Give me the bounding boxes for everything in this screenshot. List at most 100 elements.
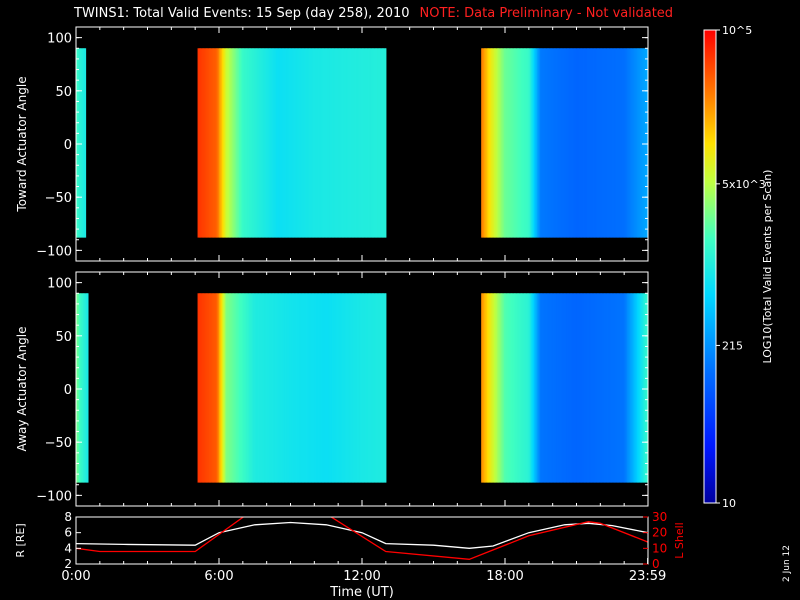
heatmap-cell [208, 48, 212, 238]
heatmap-cell [241, 48, 244, 238]
heatmap-cell [564, 293, 567, 483]
heatmap-cell [219, 293, 222, 483]
heatmap-cell [226, 293, 229, 483]
heatmap-cell [542, 48, 545, 238]
heatmap-cell [327, 293, 330, 483]
heatmap-cell [301, 48, 304, 238]
heatmap-cell [211, 293, 214, 483]
heatmap-cell [314, 48, 317, 238]
heatmap-cell [220, 293, 223, 483]
heatmap-cell [638, 293, 641, 483]
heatmap-cell [505, 48, 508, 238]
heatmap-cell [243, 293, 246, 483]
heatmap-cell [618, 48, 621, 238]
heatmap-cell [634, 293, 637, 483]
heatmap-cell [571, 48, 574, 238]
heatmap-cell [617, 48, 620, 238]
heatmap-cell [552, 293, 555, 483]
heatmap-cell [492, 293, 495, 483]
heatmap-cell [299, 293, 302, 483]
preliminary-note: NOTE: Data Preliminary - Not validated [419, 6, 674, 21]
heatmap-cell [343, 48, 346, 238]
heatmap-cell [317, 293, 320, 483]
heatmap-cell [568, 293, 571, 483]
heatmap-cell [508, 293, 511, 483]
heatmap-cell [558, 48, 561, 238]
heatmap-cell [486, 293, 489, 483]
heatmap-cell [522, 48, 525, 238]
heatmap-cell [287, 293, 290, 483]
heatmap-cell [247, 48, 250, 238]
heatmap-cell [201, 293, 204, 483]
heatmap-cell [562, 48, 565, 238]
heatmap-cell [197, 48, 200, 238]
heatmap-cell [281, 48, 284, 238]
heatmap-cell [486, 48, 489, 238]
heatmap-cell [574, 48, 577, 238]
heatmap-cell [287, 48, 290, 238]
heatmap-cell [504, 293, 507, 483]
heatmap-cell [350, 293, 353, 483]
heatmap-cell [639, 293, 642, 483]
heatmap-cell [379, 48, 382, 238]
heatmap-cell [531, 48, 534, 238]
heatmap-cell [571, 293, 574, 483]
heatmap-cell [237, 48, 240, 238]
heatmap-cell [514, 48, 517, 238]
heatmap-cell [511, 48, 514, 238]
heatmap-cell [509, 293, 512, 483]
heatmap-cell [309, 293, 312, 483]
heatmap-cell [574, 293, 577, 483]
heatmap-cell [624, 293, 627, 483]
heatmap-cell [539, 293, 542, 483]
heatmap-cell [317, 48, 320, 238]
heatmap-cell [237, 293, 240, 483]
heatmap-cell [273, 48, 276, 238]
heatmap-cell [306, 293, 309, 483]
heatmap-cell [306, 48, 309, 238]
heatmap-cell [331, 293, 334, 483]
heatmap-cell [257, 48, 260, 238]
heatmap-cell [366, 293, 369, 483]
y-tick-label: −100 [36, 489, 72, 504]
heatmap-cell [605, 48, 608, 238]
heatmap-cell [542, 293, 545, 483]
heatmap-cell [78, 293, 81, 483]
title-text: TWINS1: Total Valid Events: 15 Sep (day … [74, 6, 410, 21]
heatmap-cell [313, 48, 316, 238]
x-tick-label: 18:00 [486, 569, 523, 584]
heatmap-segment [76, 293, 89, 483]
heatmap-cell [76, 293, 79, 483]
heatmap-cell [376, 48, 379, 238]
heatmap-cell [575, 293, 578, 483]
heatmap-cell [526, 48, 529, 238]
heatmap-cell [316, 48, 319, 238]
heatmap-cell [545, 293, 548, 483]
heatmap-cell [642, 48, 645, 238]
heatmap-cell [277, 293, 280, 483]
heatmap-cell [253, 293, 256, 483]
heatmap-cell [80, 48, 83, 238]
heatmap-cell [377, 48, 380, 238]
heatmap-cell [536, 48, 539, 238]
y-tick-label: −100 [36, 244, 72, 259]
heatmap-cell [250, 293, 253, 483]
heatmap-cell [78, 48, 81, 238]
heatmap-cell [518, 48, 521, 238]
heatmap-cell [594, 48, 597, 238]
heatmap-cell [319, 293, 322, 483]
heatmap-cell [220, 48, 223, 238]
heatmap-cell [244, 293, 247, 483]
heatmap-cell [498, 293, 501, 483]
heatmap-cell [501, 48, 504, 238]
heatmap-cell [372, 48, 375, 238]
heatmap-cell [356, 48, 359, 238]
heatmap-cell [324, 48, 327, 238]
heatmap-cell [267, 293, 270, 483]
heatmap-cell [518, 293, 521, 483]
heatmap-cell [491, 293, 494, 483]
heatmap-cell [259, 48, 262, 238]
heatmap-cell [568, 48, 571, 238]
heatmap-cell [614, 48, 617, 238]
